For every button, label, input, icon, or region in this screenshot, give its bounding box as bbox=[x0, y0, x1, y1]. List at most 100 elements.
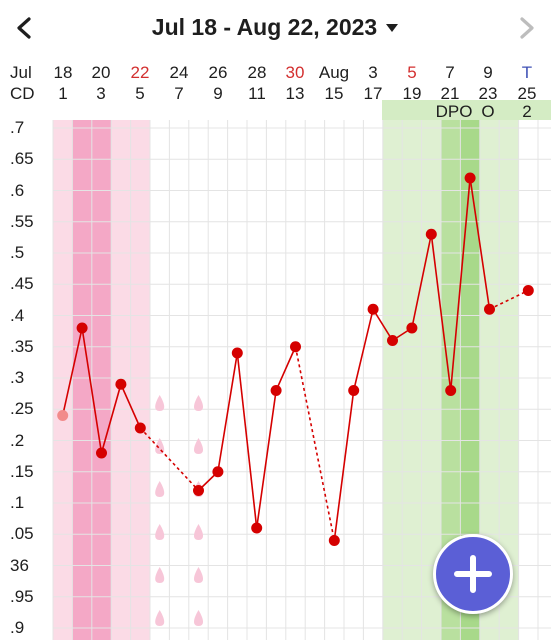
prev-period-button[interactable] bbox=[6, 10, 42, 46]
dpo-label: DPO bbox=[435, 102, 473, 121]
temperature-line-segment bbox=[255, 390, 277, 529]
date-label: Aug bbox=[318, 63, 350, 82]
chevron-right-icon bbox=[520, 17, 534, 39]
date-range-label: Jul 18 - Aug 22, 2023 bbox=[151, 14, 378, 40]
fertile-band bbox=[382, 120, 403, 640]
drop-icon bbox=[155, 567, 165, 583]
date-label: 30 bbox=[285, 63, 305, 82]
fertile-band bbox=[460, 120, 480, 640]
temperature-line-segment bbox=[275, 346, 297, 391]
drop-icon bbox=[155, 481, 165, 497]
date-label: 3 bbox=[368, 63, 378, 82]
drop-icon bbox=[155, 395, 165, 411]
date-label: 26 bbox=[208, 63, 228, 82]
y-tick-label: .95 bbox=[10, 586, 34, 606]
temperature-point bbox=[348, 385, 360, 396]
dpo-value-ovulation: O bbox=[481, 102, 495, 121]
y-tick-label: .6 bbox=[10, 180, 25, 200]
date-range-selector[interactable]: Jul 18 - Aug 22, 2023 bbox=[0, 14, 551, 41]
temperature-line-segment bbox=[139, 427, 200, 492]
temperature-line-segment bbox=[61, 327, 83, 416]
fertile-band bbox=[441, 120, 461, 640]
y-tick-label: .45 bbox=[10, 274, 34, 294]
caret-down-icon bbox=[386, 23, 399, 32]
y-tick-label: .65 bbox=[10, 149, 34, 169]
drop-icon bbox=[194, 438, 203, 454]
drop-icon bbox=[194, 567, 203, 583]
temperature-point bbox=[522, 285, 534, 296]
temperature-point bbox=[445, 385, 457, 396]
cycle-day-label: 5 bbox=[135, 84, 145, 103]
date-label: 20 bbox=[91, 63, 111, 82]
cycle-day-label: 15 bbox=[324, 84, 344, 103]
temperature-line-segment bbox=[489, 289, 529, 310]
drop-icon bbox=[194, 524, 203, 540]
date-label: 22 bbox=[130, 63, 150, 82]
date-label: T bbox=[521, 63, 533, 82]
date-label: 24 bbox=[169, 63, 189, 82]
date-header-row: 18 20 22 24 26 28 30 Aug 3 5 7 9 T bbox=[0, 63, 551, 85]
y-tick-label: .05 bbox=[10, 524, 34, 544]
cycle-day-label: 1 bbox=[58, 84, 68, 103]
period-band bbox=[72, 120, 92, 640]
fertile-band bbox=[402, 120, 422, 640]
date-label: 7 bbox=[445, 63, 455, 82]
y-tick-label: .2 bbox=[10, 430, 25, 450]
temperature-point bbox=[406, 322, 418, 334]
next-period-button[interactable] bbox=[509, 10, 545, 46]
temperature-line-segment bbox=[372, 308, 394, 341]
temperature-line-segment bbox=[411, 234, 433, 329]
temperature-point bbox=[251, 522, 263, 534]
temperature-line-segment bbox=[294, 346, 336, 541]
temperature-point bbox=[57, 410, 69, 421]
cycle-day-label: 11 bbox=[248, 84, 266, 103]
y-tick-label: .7 bbox=[10, 118, 25, 137]
temperature-line-segment bbox=[120, 383, 142, 429]
month-row-label: Jul bbox=[10, 63, 32, 82]
fertile-band bbox=[499, 120, 519, 640]
drop-icon bbox=[155, 610, 165, 626]
y-tick-label: 36 bbox=[10, 555, 29, 575]
temperature-line-segment bbox=[333, 390, 355, 541]
y-tick-label: .4 bbox=[10, 305, 25, 325]
y-tick-label: .1 bbox=[10, 493, 25, 512]
period-band bbox=[130, 120, 150, 640]
date-label: 18 bbox=[53, 63, 73, 82]
y-tick-label: .15 bbox=[10, 461, 34, 481]
cycle-day-label: 21 bbox=[440, 84, 460, 103]
add-entry-button[interactable] bbox=[433, 534, 513, 614]
y-tick-label: .3 bbox=[10, 368, 25, 387]
drop-icon bbox=[194, 395, 203, 411]
temperature-line-segment bbox=[236, 352, 258, 529]
temperature-point bbox=[290, 341, 301, 353]
temperature-line-segment bbox=[100, 384, 122, 454]
dpo-row: DPO O 2 bbox=[0, 102, 551, 124]
temperature-point bbox=[484, 303, 495, 315]
temperature-line-segment bbox=[430, 234, 452, 391]
temperature-point bbox=[212, 466, 224, 478]
drop-icon bbox=[155, 438, 165, 454]
top-bar: Jul 18 - Aug 22, 2023 bbox=[0, 0, 551, 58]
temperature-point bbox=[76, 322, 88, 334]
cycle-day-label: 13 bbox=[285, 84, 305, 103]
temperature-point bbox=[96, 447, 107, 459]
temperature-line-segment bbox=[469, 177, 491, 310]
temperature-point bbox=[270, 385, 282, 396]
dpo-value-day: 2 bbox=[522, 102, 532, 121]
period-band bbox=[53, 120, 73, 640]
temperature-point bbox=[387, 335, 398, 346]
drop-icon bbox=[194, 610, 203, 626]
temperature-point bbox=[425, 228, 437, 240]
plus-icon bbox=[454, 555, 492, 593]
cycle-day-label: 9 bbox=[213, 84, 223, 103]
dpo-band bbox=[382, 100, 551, 120]
date-label: 5 bbox=[407, 63, 417, 82]
y-tick-label: .25 bbox=[10, 399, 34, 419]
cycle-day-label: 19 bbox=[402, 84, 422, 103]
cycle-day-label: 25 bbox=[517, 84, 537, 103]
cycle-day-row-label: CD bbox=[10, 84, 35, 103]
temperature-point bbox=[328, 535, 340, 546]
temperature-line-segment bbox=[352, 309, 374, 391]
cycle-day-label: 17 bbox=[363, 84, 383, 103]
